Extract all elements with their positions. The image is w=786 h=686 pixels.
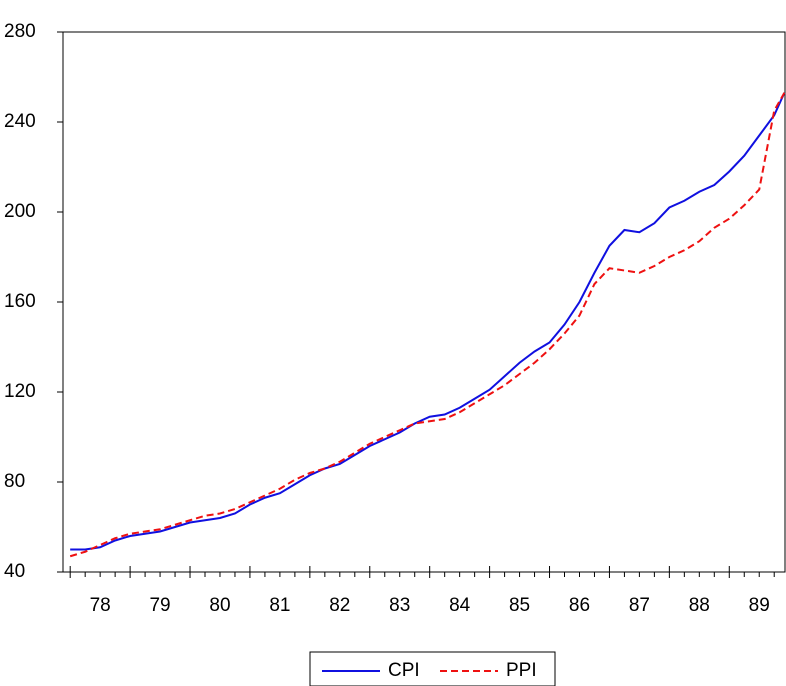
x-tick-label: 78	[90, 595, 111, 616]
x-tick-label: 89	[749, 595, 770, 616]
y-tick-label: 240	[4, 111, 36, 132]
y-tick-label: 200	[4, 201, 36, 222]
y-tick-label: 80	[4, 471, 25, 492]
series-line	[69, 92, 786, 558]
x-tick-label: 81	[269, 595, 290, 616]
y-tick-label: 40	[4, 561, 25, 582]
legend-label: CPI	[388, 660, 420, 681]
legend-label: PPI	[506, 660, 537, 681]
x-tick-label: 87	[629, 595, 650, 616]
plot-frame	[62, 31, 786, 573]
legend-box	[309, 651, 556, 686]
x-tick-label: 83	[389, 595, 410, 616]
x-tick-label: 79	[149, 595, 170, 616]
y-tick-label: 280	[4, 21, 36, 42]
x-tick-label: 88	[689, 595, 710, 616]
y-tick-label: 120	[4, 381, 36, 402]
x-tick-label: 82	[329, 595, 350, 616]
x-tick-label: 80	[209, 595, 230, 616]
y-tick-label: 160	[4, 291, 36, 312]
x-tick-label: 84	[449, 595, 471, 616]
x-tick-label: 86	[569, 595, 590, 616]
x-tick-label: 85	[509, 595, 530, 616]
series-line	[70, 92, 786, 551]
